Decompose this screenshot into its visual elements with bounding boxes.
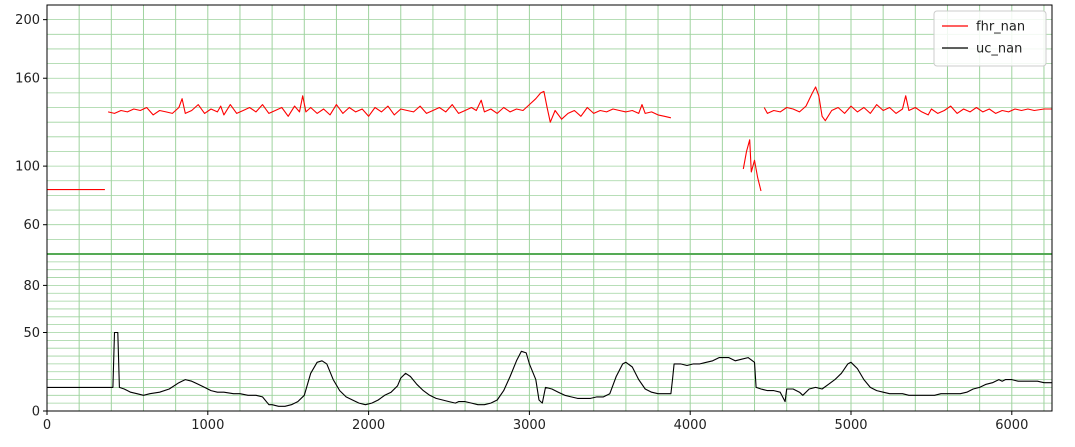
y-tick-label: 50	[23, 326, 40, 341]
legend-box	[933, 10, 1047, 67]
series-line-uc_nan	[47, 331, 1052, 407]
y-tick-label: 160	[15, 72, 40, 87]
y-tick-label: 0	[32, 405, 40, 420]
y-tick-label: 100	[15, 160, 40, 175]
data-lines	[47, 86, 1052, 407]
y-tick-label: 80	[23, 279, 40, 294]
x-tick-label: 1000	[191, 418, 224, 433]
series-line-fhr_nan	[763, 86, 1052, 122]
x-tick-label: 6000	[995, 418, 1028, 433]
x-tick-label: 0	[43, 418, 51, 433]
legend: fhr_nan uc_nan	[933, 10, 1047, 67]
x-tick-label: 3000	[513, 418, 546, 433]
axes-frame	[46, 4, 1053, 412]
legend-label: uc_nan	[976, 42, 1022, 57]
x-tick-label: 4000	[674, 418, 707, 433]
y-tick-label: 60	[23, 218, 40, 233]
x-tick-label: 2000	[352, 418, 385, 433]
grid	[46, 5, 1052, 411]
series-line-fhr_nan	[107, 90, 672, 123]
y-tick-label: 200	[15, 13, 40, 28]
x-tick-label: 5000	[834, 418, 867, 433]
series-line-fhr_nan	[742, 139, 762, 192]
legend-label: fhr_nan	[976, 20, 1025, 35]
